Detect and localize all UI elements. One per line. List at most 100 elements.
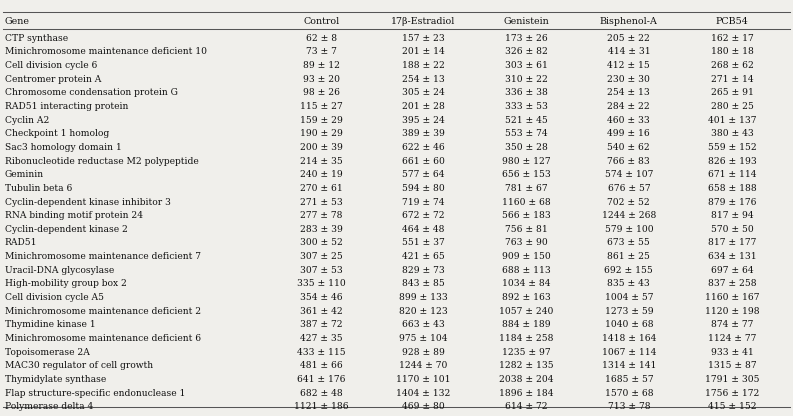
Text: 1685 ± 57: 1685 ± 57 <box>604 375 653 384</box>
Text: 414 ± 31: 414 ± 31 <box>607 47 650 57</box>
Text: 641 ± 176: 641 ± 176 <box>297 375 346 384</box>
Text: 1040 ± 68: 1040 ± 68 <box>604 320 653 329</box>
Text: Sac3 homology domain 1: Sac3 homology domain 1 <box>5 143 121 152</box>
Text: Checkpoint 1 homolog: Checkpoint 1 homolog <box>5 129 109 138</box>
Text: 781 ± 67: 781 ± 67 <box>505 184 548 193</box>
Text: Cyclin A2: Cyclin A2 <box>5 116 49 125</box>
Text: 843 ± 85: 843 ± 85 <box>402 280 445 288</box>
Text: 682 ± 48: 682 ± 48 <box>300 389 343 398</box>
Text: 1282 ± 135: 1282 ± 135 <box>500 361 554 370</box>
Text: 817 ± 177: 817 ± 177 <box>707 238 757 248</box>
Text: 326 ± 82: 326 ± 82 <box>505 47 548 57</box>
Text: 270 ± 61: 270 ± 61 <box>300 184 343 193</box>
Text: 673 ± 55: 673 ± 55 <box>607 238 650 248</box>
Text: 614 ± 72: 614 ± 72 <box>505 402 548 411</box>
Text: 387 ± 72: 387 ± 72 <box>300 320 343 329</box>
Text: RAD51: RAD51 <box>5 238 37 248</box>
Text: 577 ± 64: 577 ± 64 <box>402 170 445 179</box>
Text: 389 ± 39: 389 ± 39 <box>402 129 445 138</box>
Text: 551 ± 37: 551 ± 37 <box>402 238 445 248</box>
Text: 1273 ± 59: 1273 ± 59 <box>604 307 653 316</box>
Text: 310 ± 22: 310 ± 22 <box>505 75 548 84</box>
Text: 268 ± 62: 268 ± 62 <box>711 61 753 70</box>
Text: 817 ± 94: 817 ± 94 <box>711 211 753 220</box>
Text: 975 ± 104: 975 ± 104 <box>399 334 448 343</box>
Text: 200 ± 39: 200 ± 39 <box>300 143 343 152</box>
Text: 205 ± 22: 205 ± 22 <box>607 34 650 43</box>
Text: 1756 ± 172: 1756 ± 172 <box>705 389 759 398</box>
Text: Chromosome condensation protein G: Chromosome condensation protein G <box>5 88 178 97</box>
Text: 826 ± 193: 826 ± 193 <box>707 156 757 166</box>
Text: 17β-Estradiol: 17β-Estradiol <box>391 17 456 26</box>
Text: 464 ± 48: 464 ± 48 <box>402 225 445 234</box>
Text: Cyclin-dependent kinase 2: Cyclin-dependent kinase 2 <box>5 225 128 234</box>
Text: 307 ± 25: 307 ± 25 <box>300 252 343 261</box>
Text: 159 ± 29: 159 ± 29 <box>300 116 343 125</box>
Text: 553 ± 74: 553 ± 74 <box>505 129 548 138</box>
Text: 173 ± 26: 173 ± 26 <box>505 34 548 43</box>
Text: 909 ± 150: 909 ± 150 <box>502 252 551 261</box>
Text: 697 ± 64: 697 ± 64 <box>711 266 753 275</box>
Text: 594 ± 80: 594 ± 80 <box>402 184 445 193</box>
Text: 283 ± 39: 283 ± 39 <box>300 225 343 234</box>
Text: 820 ± 123: 820 ± 123 <box>399 307 448 316</box>
Text: RAD51 interacting protein: RAD51 interacting protein <box>5 102 128 111</box>
Text: 201 ± 14: 201 ± 14 <box>402 47 445 57</box>
Text: 884 ± 189: 884 ± 189 <box>502 320 551 329</box>
Text: 1124 ± 77: 1124 ± 77 <box>707 334 757 343</box>
Text: 401 ± 137: 401 ± 137 <box>707 116 757 125</box>
Text: 336 ± 38: 336 ± 38 <box>505 88 548 97</box>
Text: 1160 ± 167: 1160 ± 167 <box>705 293 759 302</box>
Text: Gene: Gene <box>5 17 30 26</box>
Text: 579 ± 100: 579 ± 100 <box>604 225 653 234</box>
Text: 1244 ± 268: 1244 ± 268 <box>602 211 656 220</box>
Text: 559 ± 152: 559 ± 152 <box>707 143 757 152</box>
Text: 837 ± 258: 837 ± 258 <box>707 280 757 288</box>
Text: 303 ± 61: 303 ± 61 <box>505 61 548 70</box>
Text: 702 ± 52: 702 ± 52 <box>607 198 650 206</box>
Text: 157 ± 23: 157 ± 23 <box>402 34 445 43</box>
Text: 1315 ± 87: 1315 ± 87 <box>707 361 757 370</box>
Text: 280 ± 25: 280 ± 25 <box>711 102 753 111</box>
Text: 89 ± 12: 89 ± 12 <box>303 61 339 70</box>
Text: Minichromosome maintenance deficient 7: Minichromosome maintenance deficient 7 <box>5 252 201 261</box>
Text: 307 ± 53: 307 ± 53 <box>300 266 343 275</box>
Text: 190 ± 29: 190 ± 29 <box>300 129 343 138</box>
Text: 892 ± 163: 892 ± 163 <box>502 293 551 302</box>
Text: 2038 ± 204: 2038 ± 204 <box>500 375 554 384</box>
Text: 676 ± 57: 676 ± 57 <box>607 184 650 193</box>
Text: 284 ± 22: 284 ± 22 <box>607 102 650 111</box>
Text: Minichromosome maintenance deficient 10: Minichromosome maintenance deficient 10 <box>5 47 207 57</box>
Text: 1160 ± 68: 1160 ± 68 <box>502 198 551 206</box>
Text: Minichromosome maintenance deficient 6: Minichromosome maintenance deficient 6 <box>5 334 201 343</box>
Text: 115 ± 27: 115 ± 27 <box>300 102 343 111</box>
Text: 73 ± 7: 73 ± 7 <box>306 47 336 57</box>
Text: 1570 ± 68: 1570 ± 68 <box>604 389 653 398</box>
Text: 692 ± 155: 692 ± 155 <box>604 266 653 275</box>
Text: 350 ± 28: 350 ± 28 <box>505 143 548 152</box>
Text: 1314 ± 141: 1314 ± 141 <box>602 361 656 370</box>
Text: 1120 ± 198: 1120 ± 198 <box>705 307 759 316</box>
Text: 874 ± 77: 874 ± 77 <box>711 320 753 329</box>
Text: CTP synthase: CTP synthase <box>5 34 68 43</box>
Text: 713 ± 78: 713 ± 78 <box>607 402 650 411</box>
Text: 421 ± 65: 421 ± 65 <box>402 252 445 261</box>
Text: 265 ± 91: 265 ± 91 <box>711 88 753 97</box>
Text: 756 ± 81: 756 ± 81 <box>505 225 548 234</box>
Text: Ribonucleotide reductase M2 polypeptide: Ribonucleotide reductase M2 polypeptide <box>5 156 198 166</box>
Text: 240 ± 19: 240 ± 19 <box>300 170 343 179</box>
Text: 521 ± 45: 521 ± 45 <box>505 116 548 125</box>
Text: 671 ± 114: 671 ± 114 <box>707 170 757 179</box>
Text: Flap structure-specific endonuclease 1: Flap structure-specific endonuclease 1 <box>5 389 185 398</box>
Text: 763 ± 90: 763 ± 90 <box>505 238 548 248</box>
Text: 271 ± 14: 271 ± 14 <box>711 75 753 84</box>
Text: 180 ± 18: 180 ± 18 <box>711 47 753 57</box>
Text: 835 ± 43: 835 ± 43 <box>607 280 650 288</box>
Text: 688 ± 113: 688 ± 113 <box>502 266 551 275</box>
Text: 861 ± 25: 861 ± 25 <box>607 252 650 261</box>
Text: Minichromosome maintenance deficient 2: Minichromosome maintenance deficient 2 <box>5 307 201 316</box>
Text: 719 ± 74: 719 ± 74 <box>402 198 445 206</box>
Text: Tubulin beta 6: Tubulin beta 6 <box>5 184 72 193</box>
Text: 271 ± 53: 271 ± 53 <box>300 198 343 206</box>
Text: 214 ± 35: 214 ± 35 <box>300 156 343 166</box>
